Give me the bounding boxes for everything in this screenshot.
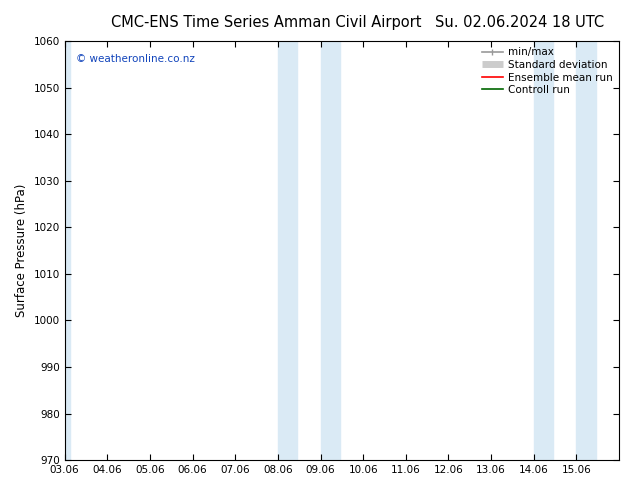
Bar <box>321 41 340 460</box>
Text: Su. 02.06.2024 18 UTC: Su. 02.06.2024 18 UTC <box>436 15 604 30</box>
Bar <box>534 41 553 460</box>
Bar <box>576 41 595 460</box>
Bar <box>65 41 70 460</box>
Text: © weatheronline.co.nz: © weatheronline.co.nz <box>75 53 195 64</box>
Bar <box>278 41 297 460</box>
Text: CMC-ENS Time Series Amman Civil Airport: CMC-ENS Time Series Amman Civil Airport <box>111 15 422 30</box>
Y-axis label: Surface Pressure (hPa): Surface Pressure (hPa) <box>15 184 28 318</box>
Legend: min/max, Standard deviation, Ensemble mean run, Controll run: min/max, Standard deviation, Ensemble me… <box>478 43 617 99</box>
